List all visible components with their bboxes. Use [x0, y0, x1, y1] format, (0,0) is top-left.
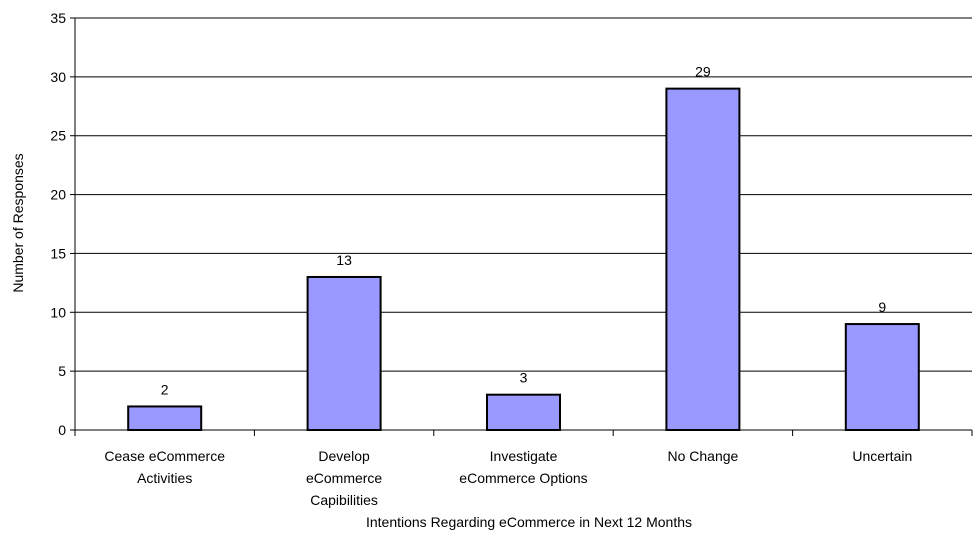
category-label: Activities: [137, 470, 192, 486]
x-category-labels: Cease eCommerce Activities Develop eCommerc…: [104, 448, 912, 508]
bar: [844, 323, 920, 431]
data-labels: 2 13 3 29 9: [161, 64, 887, 398]
category-label: Investigate: [490, 448, 558, 464]
category-label: Uncertain: [852, 448, 912, 464]
category-label: Cease eCommerce: [104, 448, 225, 464]
y-tick-label: 25: [50, 128, 66, 144]
category-label: No Change: [667, 448, 738, 464]
data-label: 13: [336, 252, 352, 268]
y-tick-label: 30: [50, 69, 66, 85]
category-label: Capibilities: [310, 492, 378, 508]
gridlines: [75, 17, 972, 372]
bar: [127, 405, 203, 432]
bar: [486, 393, 561, 431]
x-axis-title: Intentions Regarding eCommerce in Next 1…: [366, 514, 692, 530]
data-label: 29: [695, 64, 711, 80]
y-tick-label: 0: [58, 422, 66, 438]
bar: [665, 87, 741, 431]
data-label: 9: [878, 299, 886, 315]
y-tick-label: 5: [58, 363, 66, 379]
y-tick-label: 10: [50, 304, 66, 320]
axes: [70, 17, 973, 436]
y-tick-labels: 0 5 10 15 20 25 30 35: [50, 10, 66, 438]
y-axis-title: Number of Responses: [10, 153, 26, 292]
y-tick-label: 15: [50, 245, 66, 261]
y-tick-label: 35: [50, 10, 66, 26]
y-tick-label: 20: [50, 187, 66, 203]
category-label: Develop: [318, 448, 370, 464]
category-label: eCommerce: [306, 470, 382, 486]
category-label: eCommerce Options: [459, 470, 587, 486]
data-label: 2: [161, 381, 169, 397]
data-label: 3: [520, 370, 528, 386]
bar: [306, 275, 382, 431]
